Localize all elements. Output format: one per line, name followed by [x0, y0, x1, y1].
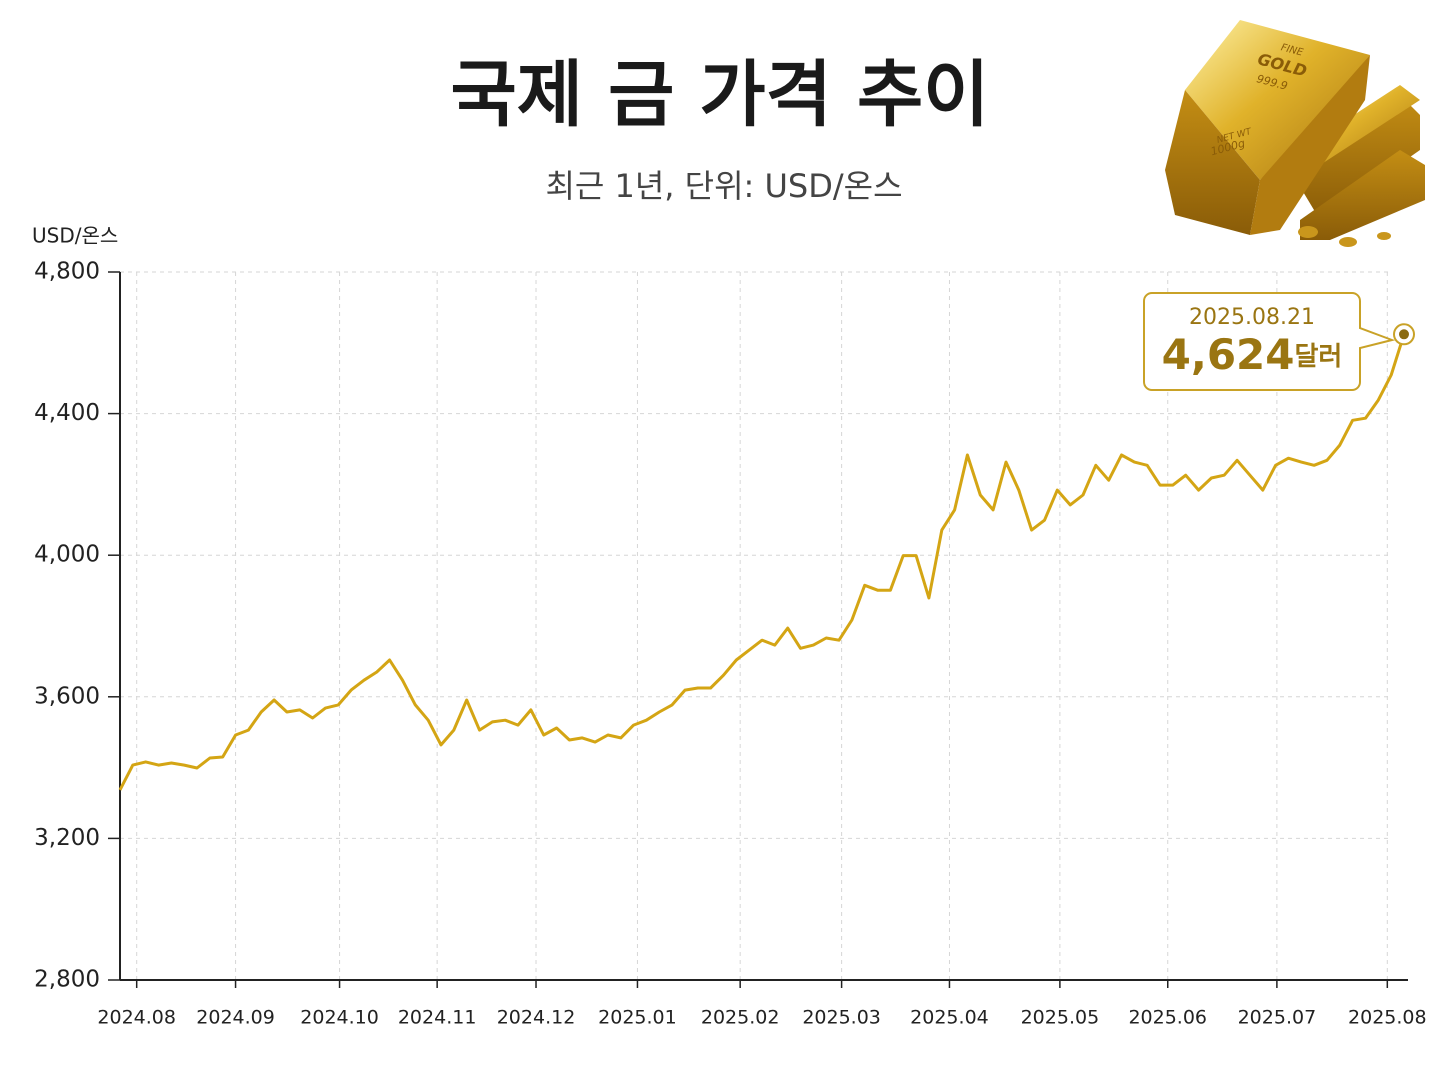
callout-value: 4,624달러	[1162, 330, 1343, 379]
end-marker-dot	[1399, 329, 1409, 340]
price-line	[118, 333, 1406, 791]
x-tick-label: 2024.09	[196, 1007, 275, 1029]
x-tick-label: 2025.03	[802, 1007, 881, 1029]
x-tick-label: 2024.08	[97, 1007, 176, 1029]
x-tick-label: 2025.02	[701, 1007, 780, 1029]
x-tick-label: 2025.08	[1348, 1007, 1427, 1029]
callout-date: 2025.08.21	[1189, 305, 1315, 330]
callout-box	[1143, 292, 1396, 391]
y-tick-label: 3,600	[34, 683, 100, 709]
x-tick-label: 2025.05	[1021, 1007, 1100, 1029]
y-tick-label: 2,800	[34, 967, 100, 993]
x-tick-label: 2025.01	[598, 1007, 677, 1029]
y-tick-label: 3,200	[34, 825, 100, 851]
chart-subtitle: 최근 1년, 단위: USD/온스	[545, 167, 902, 205]
x-tick-label: 2024.12	[497, 1007, 576, 1029]
y-axis-label: USD/온스	[32, 224, 118, 248]
x-tick-label: 2025.07	[1238, 1007, 1317, 1029]
y-tick-label: 4,400	[34, 400, 100, 426]
callout-value-number: 4,624	[1162, 330, 1295, 379]
gold-bars-image: FINE GOLD 999.9 NET WT 1000g	[1165, 20, 1425, 247]
y-tick-label: 4,000	[34, 542, 100, 568]
callout-unit: 달러	[1295, 342, 1343, 372]
x-tick-label: 2025.06	[1128, 1007, 1207, 1029]
x-tick-label: 2024.10	[300, 1007, 379, 1029]
x-tick-label: 2025.04	[910, 1007, 989, 1029]
y-tick-label: 4,800	[34, 259, 100, 285]
chart-title: 국제 금 가격 추이	[451, 53, 990, 137]
x-tick-label: 2024.11	[398, 1007, 477, 1029]
